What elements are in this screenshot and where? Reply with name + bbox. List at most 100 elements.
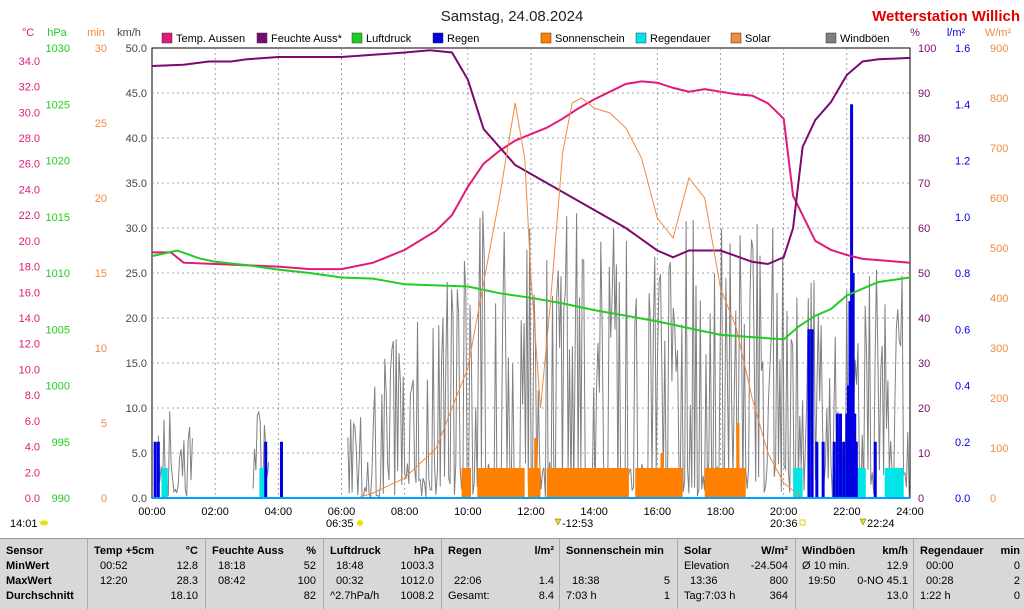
bar-regendauer — [884, 468, 904, 498]
tick-label-wm2: 0 — [990, 493, 996, 505]
tick-label-kmh: 40.0 — [126, 133, 147, 145]
temp-header: Temp +5cm — [94, 545, 155, 557]
tick-label-pct: 100 — [918, 43, 936, 55]
raindur-header: Regendauer — [920, 545, 984, 557]
series-feuchte — [151, 49, 911, 266]
tick-label-wm2: 200 — [990, 393, 1008, 405]
moonset-icon — [859, 518, 867, 526]
unit-label-kmh: km/h — [117, 27, 141, 39]
gust-max-value: 0-NO 45.1 — [857, 575, 908, 587]
tick-label-wm2: 700 — [990, 143, 1008, 155]
unit-label-pct: % — [910, 27, 920, 39]
unit-label-lm2: l/m² — [947, 27, 966, 39]
marker-moonset: 22:24 — [867, 518, 895, 530]
gust-header: Windböen — [802, 545, 856, 557]
tick-label-min: 15 — [95, 268, 107, 280]
legend-swatch — [161, 32, 173, 44]
legend-label: Luftdruck — [366, 33, 412, 45]
tick-label-time: 16:00 — [644, 506, 672, 518]
tick-label-celsius: 4.0 — [25, 442, 40, 454]
solar-day-label: Tag:7:03 h — [684, 590, 736, 602]
unit-label-wm2: W/m² — [985, 27, 1012, 39]
bar-regen — [853, 413, 857, 498]
tick-label-hpa: 995 — [52, 437, 70, 449]
sunset-icon — [799, 519, 806, 526]
tick-label-time: 18:00 — [707, 506, 735, 518]
tick-label-pct: 50 — [918, 268, 930, 280]
solar-elevation-value: -24.504 — [750, 560, 788, 572]
solar-max-time: 13:36 — [690, 575, 718, 587]
gust-unit: km/h — [882, 545, 908, 557]
tick-label-pct: 40 — [918, 313, 930, 325]
tick-label-celsius: 6.0 — [25, 416, 40, 428]
unit-label-min: min — [87, 27, 105, 39]
tick-label-wm2: 100 — [990, 443, 1008, 455]
tick-label-celsius: 28.0 — [19, 133, 40, 145]
legend-label: Feuchte Auss* — [271, 33, 343, 45]
rain-max-value: 1.4 — [538, 575, 554, 587]
hum-max-value: 100 — [297, 575, 316, 587]
tick-label-pct: 80 — [918, 133, 930, 145]
tick-label-time: 06:00 — [328, 506, 356, 518]
stats-table: Sensor MinWert MaxWert Durchschnitt Temp… — [0, 538, 1024, 609]
marker-sunset: 20:36 — [770, 518, 798, 530]
rain-total-value: 8.4 — [538, 590, 554, 602]
bar-regen — [846, 385, 850, 498]
legend-swatch — [351, 32, 363, 44]
tick-label-celsius: 10.0 — [19, 364, 40, 376]
tick-label-time: 02:00 — [201, 506, 229, 518]
press-min-time: 18:48 — [336, 560, 364, 572]
legend-swatch — [432, 32, 444, 44]
bar-sonnenschein — [635, 468, 683, 498]
gust-avg-value: 13.0 — [886, 590, 908, 602]
tick-label-celsius: 8.0 — [25, 390, 40, 402]
row-header-sensor: Sensor — [6, 545, 44, 557]
row-header-avg: Durchschnitt — [6, 590, 74, 602]
tick-label-lm2: 1.6 — [955, 43, 970, 55]
tick-label-celsius: 14.0 — [19, 313, 40, 325]
series-temperatur — [152, 80, 911, 271]
tick-label-wm2: 600 — [990, 193, 1008, 205]
tick-label-hpa: 1025 — [46, 99, 70, 111]
bar-regen — [839, 413, 843, 498]
bar-regen — [850, 104, 854, 498]
tick-label-kmh: 50.0 — [126, 43, 147, 55]
bar-regen — [845, 413, 849, 498]
solar-avg-value: 364 — [769, 590, 788, 602]
hum-max-time: 08:42 — [218, 575, 246, 587]
legend-label: Sonnenschein — [555, 33, 625, 45]
sun-icon — [357, 520, 363, 526]
tick-label-time: 04:00 — [265, 506, 293, 518]
sun-total-label: 7:03 h — [566, 590, 597, 602]
press-min-value: 1003.3 — [400, 560, 434, 572]
bar-regen — [854, 441, 858, 498]
legend-label: Regen — [447, 33, 479, 45]
tick-label-wm2: 300 — [990, 343, 1008, 355]
bar-regen — [848, 301, 852, 498]
tick-label-wm2: 400 — [990, 293, 1008, 305]
tick-label-celsius: 18.0 — [19, 262, 40, 274]
press-max-value: 1012.0 — [400, 575, 434, 587]
tick-label-min: 20 — [95, 193, 107, 205]
tick-label-hpa: 1000 — [46, 381, 70, 393]
tick-label-time: 10:00 — [454, 506, 482, 518]
tick-label-kmh: 5.0 — [132, 448, 147, 460]
culmination-icon — [554, 518, 562, 526]
solar-max-value: 800 — [769, 575, 788, 587]
marker-sunrise: 06:35 — [326, 518, 354, 530]
tick-label-kmh: 15.0 — [126, 358, 147, 370]
tick-label-hpa: 1005 — [46, 324, 70, 336]
sun-max-value: 5 — [663, 575, 670, 587]
tick-label-time: 20:00 — [770, 506, 798, 518]
legend-swatch — [825, 32, 837, 44]
tick-label-wm2: 500 — [990, 243, 1008, 255]
tick-label-min: 30 — [95, 43, 107, 55]
hum-min-value: 52 — [303, 560, 316, 572]
gust-avg10-value: 12.9 — [886, 560, 908, 572]
bar-regen — [821, 441, 825, 498]
legend: Temp. Aussen Feuchte Auss* Luftdruck Regen S… — [161, 32, 890, 45]
tick-label-wm2: 900 — [990, 43, 1008, 55]
solar-elevation-label: Elevation — [684, 560, 730, 572]
tick-label-pct: 0 — [918, 493, 924, 505]
bar-sonnenschein-peak — [660, 453, 664, 498]
